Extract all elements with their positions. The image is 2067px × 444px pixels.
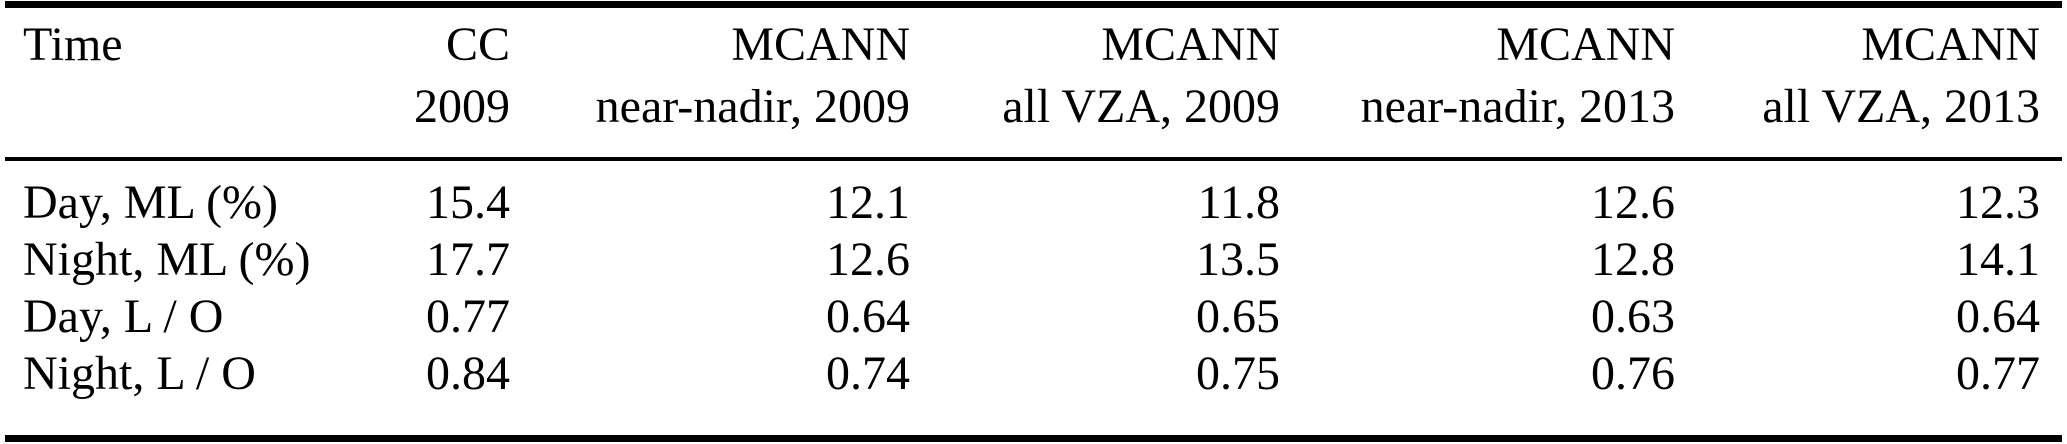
- table-row-night-ml: Night, ML (%) 17.7 12.6 13.5 12.8 14.1: [5, 231, 2062, 288]
- row-label: Night, L / O: [23, 347, 256, 400]
- table-cell: 0.74: [826, 347, 910, 400]
- row-label: Night, ML (%): [23, 233, 311, 286]
- column-header-line2: near-nadir, 2013: [1360, 80, 1675, 133]
- row-label: Day, ML (%): [23, 176, 279, 229]
- table-cell: 12.8: [1591, 233, 1675, 286]
- column-header-line2: near-nadir, 2009: [595, 80, 910, 133]
- column-header-line1: MCANN: [1861, 18, 2040, 71]
- table-body: Day, ML (%) 15.4 12.1 11.8 12.6 12.3 Nig…: [5, 161, 2062, 402]
- column-header-line1: MCANN: [1101, 18, 1280, 71]
- column-header-line1: CC: [445, 18, 510, 71]
- table-cell: 11.8: [1197, 176, 1280, 229]
- table-row-day-lo: Day, L / O 0.77 0.64 0.65 0.63 0.64: [5, 288, 2062, 345]
- column-header-mcann-all-vza-2009: MCANN all VZA, 2009: [910, 14, 1280, 138]
- column-header-line2: 2009: [414, 80, 510, 133]
- table-top-rule: [5, 1, 2062, 8]
- table-cell: 0.65: [1196, 290, 1280, 343]
- column-header-cc-2009: CC 2009: [325, 14, 510, 138]
- table-cell: 0.77: [426, 290, 510, 343]
- column-header-mcann-all-vza-2013: MCANN all VZA, 2013: [1675, 14, 2062, 138]
- row-label: Day, L / O: [23, 290, 224, 343]
- column-header-line2: all VZA, 2009: [1002, 80, 1280, 133]
- table-cell: 0.63: [1591, 290, 1675, 343]
- column-header-mcann-near-nadir-2009: MCANN near-nadir, 2009: [510, 14, 910, 138]
- table-cell: 12.6: [1591, 176, 1675, 229]
- column-header-line2: all VZA, 2013: [1762, 80, 2040, 133]
- table-cell: 0.76: [1591, 347, 1675, 400]
- column-header-line1: Time: [23, 18, 123, 71]
- table-cell: 12.1: [826, 176, 910, 229]
- table-bottom-rule: [5, 435, 2062, 442]
- table-cell: 0.77: [1956, 347, 2040, 400]
- table-row-day-ml: Day, ML (%) 15.4 12.1 11.8 12.6 12.3: [5, 174, 2062, 231]
- table-cell: 14.1: [1956, 233, 2040, 286]
- table-cell: 12.6: [826, 233, 910, 286]
- column-header-time: Time: [5, 14, 325, 138]
- column-header-line1: MCANN: [731, 18, 910, 71]
- table-cell: 0.64: [1956, 290, 2040, 343]
- column-header-mcann-near-nadir-2013: MCANN near-nadir, 2013: [1280, 14, 1675, 138]
- table-cell: 0.64: [826, 290, 910, 343]
- table-cell: 17.7: [426, 233, 510, 286]
- table-cell: 0.75: [1196, 347, 1280, 400]
- table-cell: 12.3: [1956, 176, 2040, 229]
- table-cell: 0.84: [426, 347, 510, 400]
- table-cell: 15.4: [426, 176, 510, 229]
- table-header-rule: [5, 157, 2062, 161]
- table-row-night-lo: Night, L / O 0.84 0.74 0.75 0.76 0.77: [5, 345, 2062, 402]
- table-header-row: Time CC 2009 MCANN near-nadir, 2009 MCAN…: [5, 8, 2062, 138]
- column-header-line1: MCANN: [1496, 18, 1675, 71]
- table-cell: 13.5: [1196, 233, 1280, 286]
